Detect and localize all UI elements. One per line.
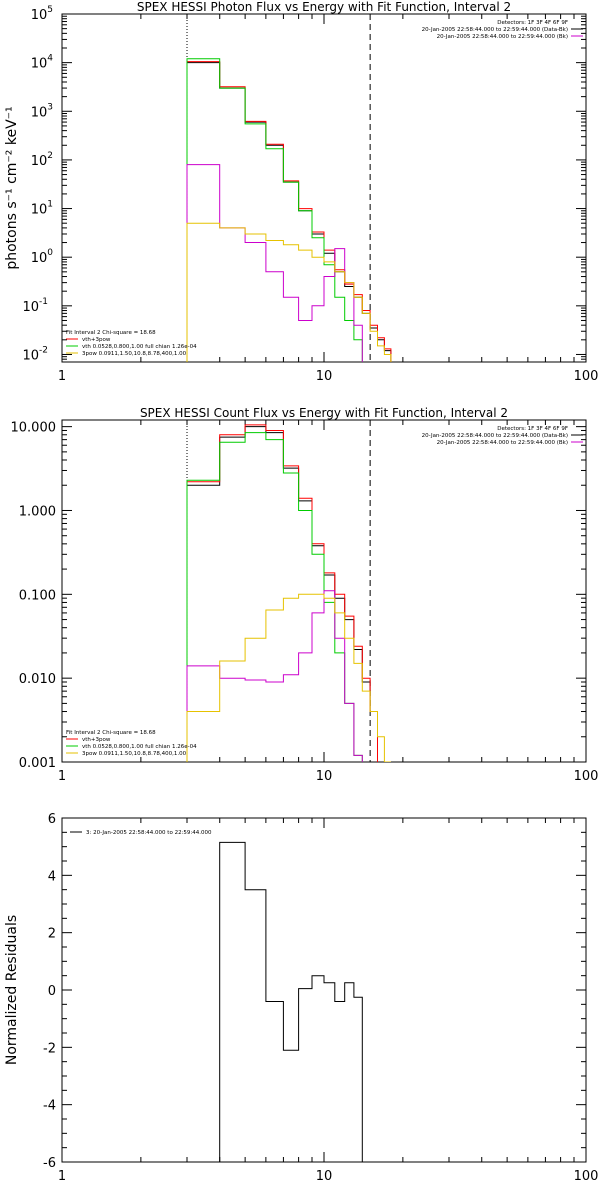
y-tick-label: 100 — [31, 248, 54, 266]
x-tick-label: 10 — [316, 369, 333, 384]
y-axis-label: Normalized Residuals — [4, 915, 20, 1065]
legend-entry: 20-Jan-2005 22:58:44.000 to 22:59:44.000… — [422, 27, 568, 33]
legend-entry: 3pow 0.0911,1.50,10.8,8.78,400,1.00 — [82, 351, 187, 357]
chart-title: SPEX HESSI Count Flux vs Energy with Fit… — [140, 406, 508, 420]
y-tick-label: 10-2 — [22, 345, 48, 363]
y-tick-base: 10 — [31, 251, 48, 266]
legend-entry: Detectors: 1F 3F 4F 6F 9F — [497, 20, 568, 26]
y-tick-base: 10 — [31, 57, 48, 72]
plot-frame — [61, 817, 587, 1163]
y-tick-base: 10 — [31, 203, 48, 218]
y-tick-exp: 2 — [47, 151, 53, 161]
series-group — [186, 58, 392, 362]
y-tick-exp: 0 — [47, 248, 53, 258]
legend-entry: vth+3pow — [82, 737, 111, 743]
y-tick-base: 10 — [31, 105, 48, 120]
y-tick-label: 0.010 — [19, 672, 56, 687]
y-tick-base: 10 — [31, 8, 48, 23]
y-tick-exp: 1 — [47, 200, 53, 210]
legend-entry: Detectors: 1F 3F 4F 6F 9F — [497, 426, 568, 432]
y-axis-label: photons s⁻¹ cm⁻² keV⁻¹ — [4, 106, 20, 269]
legend-entry: Fit Interval 2 Chi-square = 18.68 — [66, 730, 156, 736]
residuals-chart: 1 10 100 -6 -4 -2 0 2 4 6 Normalized Residuals 3: 2… — [4, 812, 599, 1184]
y-tick-label: 1.000 — [19, 504, 56, 519]
y-tick-base: 10 — [22, 348, 39, 363]
series-0-line — [186, 62, 392, 362]
y-tick-label: 4 — [48, 869, 56, 884]
y-tick-label: -2 — [43, 1041, 56, 1056]
legend-entry: 20-Jan-2005 22:58:44.000 to 22:59:44.000… — [437, 440, 568, 446]
x-tick-label: 1 — [58, 769, 66, 784]
y-tick-label: 103 — [31, 102, 53, 120]
y-tick-label: 10-1 — [22, 297, 48, 315]
plot-frame — [61, 13, 587, 363]
x-tick-label: 100 — [574, 1169, 599, 1184]
legend-entry: vth+3pow — [82, 337, 111, 343]
legend-entry: 20-Jan-2005 22:58:44.000 to 22:59:44.000… — [437, 34, 568, 40]
count-flux-chart: SPEX HESSI Count Flux vs Energy with Fit… — [11, 406, 599, 784]
x-tick-label: 100 — [574, 769, 599, 784]
y-tick-label: 6 — [48, 812, 56, 827]
y-tick-label: -6 — [43, 1156, 56, 1171]
legend-entry: vth 0.0528,0.800,1.00 full chian 1.26e-0… — [82, 344, 197, 350]
x-tick-label: 10 — [316, 769, 333, 784]
y-tick-label: -4 — [43, 1099, 56, 1114]
y-tick-label: 0.001 — [19, 756, 56, 771]
x-tick-label: 1 — [58, 369, 66, 384]
y-tick-label: 105 — [31, 5, 53, 23]
y-tick-base: 10 — [31, 154, 48, 169]
x-tick-label: 1 — [58, 1169, 66, 1184]
y-tick-exp: 3 — [47, 102, 53, 112]
y-tick-label: 2 — [48, 927, 56, 942]
y-tick-label: 104 — [31, 54, 54, 72]
legend-entry: 3pow 0.0911,1.50,10.8,8.78,400,1.00 — [82, 751, 187, 757]
y-tick-label: 0 — [48, 984, 56, 999]
chart-title: SPEX HESSI Photon Flux vs Energy with Fi… — [137, 0, 511, 14]
y-tick-label: 0.100 — [19, 588, 56, 603]
legend-entry: vth 0.0528,0.800,1.00 full chian 1.26e-0… — [82, 744, 197, 750]
series-1-line — [186, 61, 392, 362]
y-tick-exp: 5 — [47, 5, 53, 15]
series-2-line — [186, 58, 363, 362]
y-tick-exp: -2 — [39, 345, 48, 355]
x-tick-label: 100 — [574, 369, 599, 384]
y-tick-base: 10 — [22, 300, 39, 315]
series-group — [187, 841, 371, 1162]
series-1-line — [186, 424, 378, 762]
series-group — [186, 424, 391, 762]
series-4-line — [186, 593, 391, 762]
legend-entry: 20-Jan-2005 22:58:44.000 to 22:59:44.000… — [422, 433, 568, 439]
series-3-line — [186, 590, 363, 762]
legend-entry: Fit Interval 2 Chi-square = 18.68 — [66, 330, 156, 336]
y-tick-label: 10.000 — [11, 421, 57, 436]
y-tick-label: 101 — [31, 200, 53, 218]
series-0-line — [187, 841, 371, 1162]
x-tick-label: 10 — [316, 1169, 333, 1184]
series-4-line — [186, 222, 392, 362]
y-tick-exp: 4 — [47, 54, 53, 64]
series-3-line — [186, 164, 363, 362]
y-tick-label: 102 — [31, 151, 53, 169]
legend-entry: 3: 20-Jan-2005 22:58:44.000 to 22:59:44.… — [86, 830, 212, 836]
y-tick-exp: -1 — [39, 297, 48, 307]
photon-flux-chart: SPEX HESSI Photon Flux vs Energy with Fi… — [4, 0, 599, 384]
